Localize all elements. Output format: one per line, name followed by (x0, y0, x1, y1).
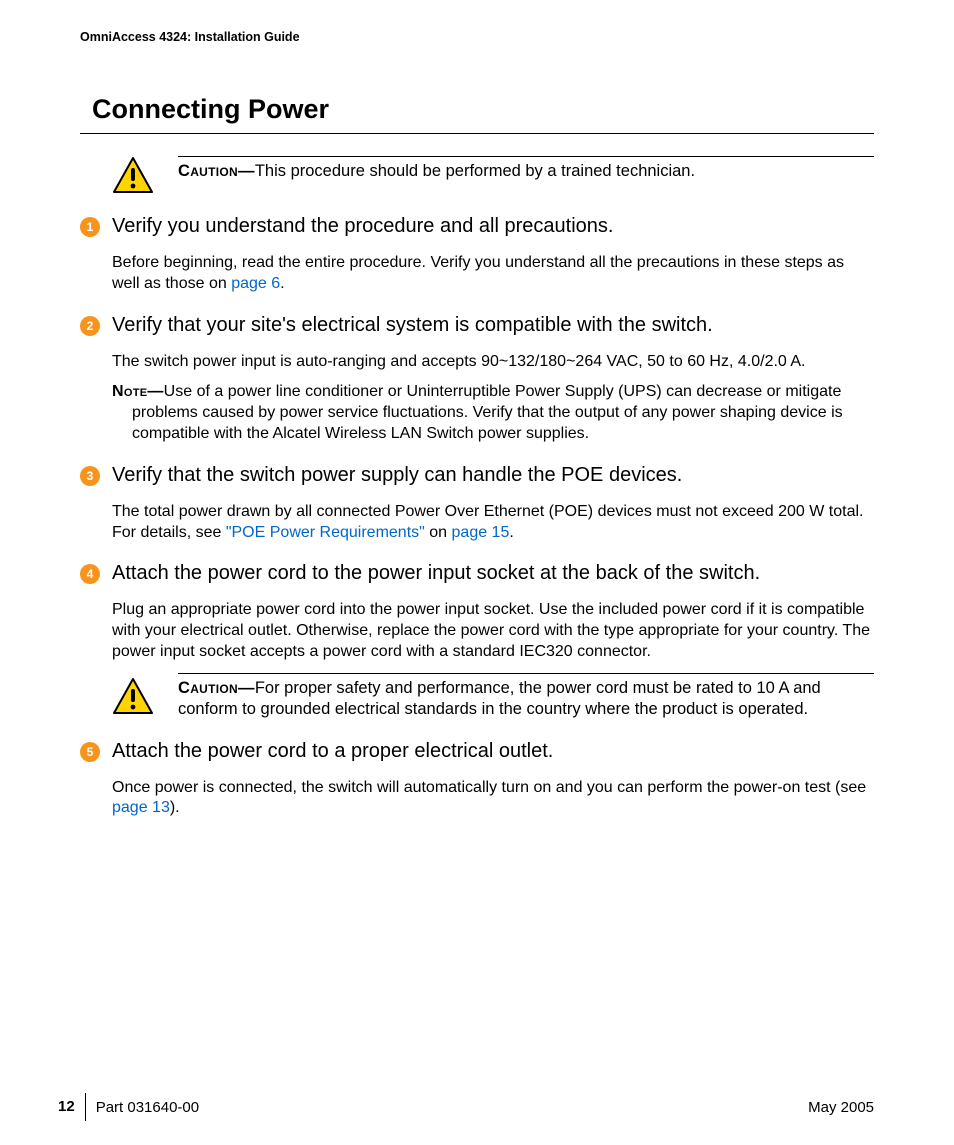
note-block: Note—Use of a power line conditioner or … (112, 382, 874, 444)
footer-date: May 2005 (808, 1099, 874, 1116)
step-4: 4 Attach the power cord to the power inp… (80, 561, 874, 720)
step-heading: Attach the power cord to a proper electr… (112, 739, 874, 764)
step-number: 1 (80, 217, 100, 237)
caution-rule (178, 156, 874, 157)
note-text: Use of a power line conditioner or Unint… (132, 383, 843, 442)
step-body-text: The switch power input is auto-ranging a… (112, 352, 874, 373)
text-run: . (509, 524, 513, 541)
page-link[interactable]: page 6 (231, 275, 280, 292)
caution-body: For proper safety and performance, the p… (178, 679, 821, 718)
caution-body: This procedure should be performed by a … (255, 162, 695, 180)
step-body-text: Plug an appropriate power cord into the … (112, 600, 874, 662)
caution-text: Caution—This procedure should be perform… (178, 161, 874, 182)
caution-block: Caution—This procedure should be perform… (112, 156, 874, 194)
caution-label: Caution— (178, 162, 255, 180)
cross-ref-link[interactable]: "POE Power Requirements" (226, 524, 425, 541)
step-heading: Verify that the switch power supply can … (112, 463, 874, 488)
warning-icon (112, 156, 154, 194)
inner-caution-block: Caution—For proper safety and performanc… (112, 673, 874, 721)
caution-icon-col (112, 673, 154, 721)
text-run: Before beginning, read the entire proced… (112, 254, 844, 292)
caution-label: Caution— (178, 679, 255, 697)
text-run: ). (170, 799, 180, 816)
step-number: 3 (80, 466, 100, 486)
page-footer: 12 Part 031640-00 May 2005 (58, 1093, 874, 1121)
step-body-text: Once power is connected, the switch will… (112, 778, 874, 820)
caution-text: Caution—For proper safety and performanc… (178, 678, 874, 721)
step-heading: Attach the power cord to the power input… (112, 561, 874, 586)
step-5: 5 Attach the power cord to a proper elec… (80, 739, 874, 820)
page-number: 12 (58, 1093, 86, 1121)
step-body-text: Before beginning, read the entire proced… (112, 253, 874, 295)
page: OmniAccess 4324: Installation Guide Conn… (0, 0, 954, 1145)
note-label: Note— (112, 383, 164, 400)
step-number: 2 (80, 316, 100, 336)
text-run: Once power is connected, the switch will… (112, 779, 866, 796)
page-link[interactable]: page 13 (112, 799, 170, 816)
text-run: on (425, 524, 452, 541)
step-number: 4 (80, 564, 100, 584)
step-heading: Verify you understand the procedure and … (112, 214, 874, 239)
title-rule (80, 133, 874, 134)
page-link[interactable]: page 15 (452, 524, 510, 541)
step-number: 5 (80, 742, 100, 762)
step-body-text: The total power drawn by all connected P… (112, 502, 874, 544)
step-heading: Verify that your site's electrical syste… (112, 313, 874, 338)
step-3: 3 Verify that the switch power supply ca… (80, 463, 874, 544)
step-1: 1 Verify you understand the procedure an… (80, 214, 874, 295)
section-title: Connecting Power (92, 94, 874, 125)
warning-icon (112, 677, 154, 715)
part-number: Part 031640-00 (86, 1099, 199, 1116)
text-run: . (280, 275, 284, 292)
step-2: 2 Verify that your site's electrical sys… (80, 313, 874, 445)
running-header: OmniAccess 4324: Installation Guide (80, 30, 874, 44)
caution-rule (178, 673, 874, 674)
caution-icon-col (112, 156, 154, 194)
